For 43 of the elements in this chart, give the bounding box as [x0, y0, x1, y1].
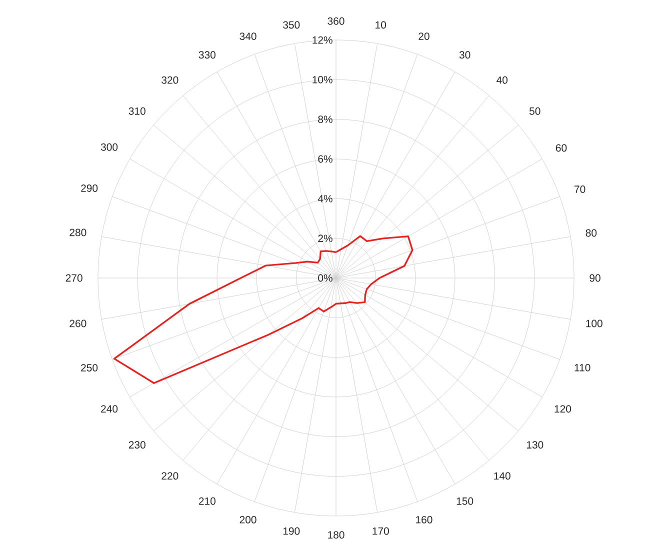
spoke-label: 270 [66, 274, 82, 282]
spoke-label: 170 [372, 527, 389, 535]
spoke-label: 20 [418, 32, 430, 40]
spoke-label: 220 [162, 472, 178, 480]
spoke-label: 200 [240, 516, 256, 524]
spoke-label: 360 [328, 17, 344, 25]
y-tick-label: 8% [318, 116, 332, 124]
spoke-label: 110 [574, 364, 590, 372]
spoke-label: 240 [101, 405, 118, 413]
spoke-label: 300 [100, 143, 118, 151]
spoke-label: 290 [81, 184, 98, 192]
spoke-label: 40 [496, 76, 508, 84]
y-tick-label: 12% [312, 36, 332, 44]
y-tick-label: 2% [318, 234, 332, 242]
spoke-label: 80 [586, 229, 597, 237]
spoke-label: 250 [81, 364, 98, 372]
spoke-label: 50 [529, 107, 540, 115]
spoke-label: 10 [376, 21, 386, 29]
spoke-label: 160 [416, 516, 432, 524]
spoke-label: 70 [574, 186, 586, 193]
spoke-label: 140 [494, 472, 510, 480]
spoke-label: 130 [526, 441, 544, 449]
spoke-label: 90 [590, 274, 600, 282]
spoke-label: 260 [70, 320, 86, 328]
spoke-label: 30 [459, 51, 470, 59]
spoke-label: 310 [128, 107, 146, 115]
spoke-label: 330 [198, 51, 216, 59]
spoke-label: 190 [283, 527, 300, 535]
spoke-label: 180 [328, 531, 344, 539]
spoke-label: 340 [240, 32, 256, 40]
spoke-label: 210 [198, 497, 216, 505]
spoke-label: 320 [162, 76, 178, 84]
spoke-label: 60 [556, 144, 567, 152]
spoke-label: 100 [586, 320, 602, 328]
spoke-label: 280 [70, 228, 86, 236]
y-tick-label: 0% [318, 274, 332, 282]
y-tick-label: 6% [318, 155, 332, 163]
spoke-label: 120 [554, 405, 572, 413]
y-tick-label: 4% [318, 195, 332, 202]
spoke-label: 230 [128, 441, 146, 449]
spoke-label: 150 [456, 497, 474, 505]
spoke-label: 350 [283, 21, 300, 29]
y-tick-label: 10% [312, 76, 332, 84]
